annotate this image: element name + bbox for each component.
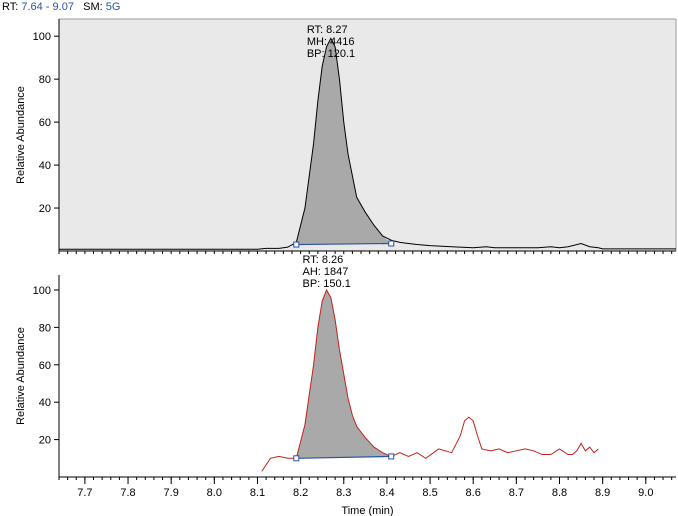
bottom-peak-annotation-line: AH: 1847 — [303, 266, 349, 278]
bottom-x-tick-label: 8.2 — [293, 487, 308, 499]
top-peak-end-marker — [388, 240, 395, 247]
rt-label: RT: — [2, 1, 19, 13]
bottom-peak-annotation-line: BP: 150.1 — [303, 278, 351, 290]
top-trace — [59, 37, 676, 250]
top-peak-baseline — [296, 242, 392, 246]
top-peak-annotation-line: BP: 120.1 — [307, 48, 355, 60]
bottom-y-tick-label: 80 — [39, 322, 51, 334]
top-y-tick-label: 80 — [39, 74, 51, 86]
bottom-x-tick-label: 9.0 — [638, 487, 653, 499]
top-y-tick-label: 100 — [33, 31, 51, 43]
top-y-tick-label: 40 — [39, 160, 51, 172]
bottom-x-tick-label: 8.1 — [250, 487, 265, 499]
bottom-y-tick-label: 60 — [39, 360, 51, 372]
bottom-peak-start-marker — [293, 455, 300, 462]
bottom-y-tick-label: 40 — [39, 397, 51, 409]
bottom-x-tick-label: 7.8 — [120, 487, 135, 499]
top-peak-annotation-line: RT: 8.27 — [307, 24, 348, 36]
bottom-peak-end-marker — [388, 453, 395, 460]
bottom-peak-baseline — [296, 455, 392, 459]
bottom-x-tick-label: 8.7 — [509, 487, 524, 499]
bottom-x-tick-label: 7.7 — [77, 487, 92, 499]
bottom-x-tick-label: 8.8 — [552, 487, 567, 499]
bottom-x-tick-label: 8.9 — [595, 487, 610, 499]
sm-label: SM: — [83, 1, 103, 13]
top-y-tick-label: 60 — [39, 117, 51, 129]
top-peak-area — [296, 38, 392, 245]
bottom-x-tick-label: 7.9 — [164, 487, 179, 499]
top-peak-start-marker — [293, 241, 300, 248]
top-plot-background — [59, 19, 676, 251]
bottom-peak-annotation-line: RT: 8.26 — [303, 254, 344, 266]
top-panel: 20 40 60 80 100 Relative Abundance RT: 8.27MH:… — [15, 18, 677, 254]
top-peak-annotation-line: MH: 4416 — [307, 36, 355, 48]
bottom-trace — [261, 288, 599, 472]
sm-value: 5G — [105, 1, 121, 13]
bottom-x-tick-label: 8.3 — [336, 487, 351, 499]
bottom-x-tick-label: 8.0 — [207, 487, 222, 499]
bottom-x-tick-label: 8.5 — [422, 487, 437, 499]
x-axis-label: Time (min) — [341, 505, 393, 516]
top-y-axis-label: Relative Abundance — [15, 86, 27, 184]
top-y-tick-label: 20 — [39, 203, 51, 215]
bottom-x-tick-label: 8.6 — [466, 487, 481, 499]
rt-range-value: 7.64 - 9.07 — [21, 1, 74, 13]
bottom-x-tick-label: 8.4 — [379, 487, 394, 499]
bottom-y-tick-label: 100 — [33, 285, 51, 297]
bottom-y-axis-label: Relative Abundance — [15, 327, 27, 425]
chromatogram-header: RT: 7.64 - 9.07 SM: 5G — [2, 1, 120, 13]
bottom-panel: 20 40 60 80 100 Relative Abundance 7.7 7.8 7.9 8.… — [15, 254, 676, 516]
bottom-y-tick-label: 20 — [39, 435, 51, 447]
